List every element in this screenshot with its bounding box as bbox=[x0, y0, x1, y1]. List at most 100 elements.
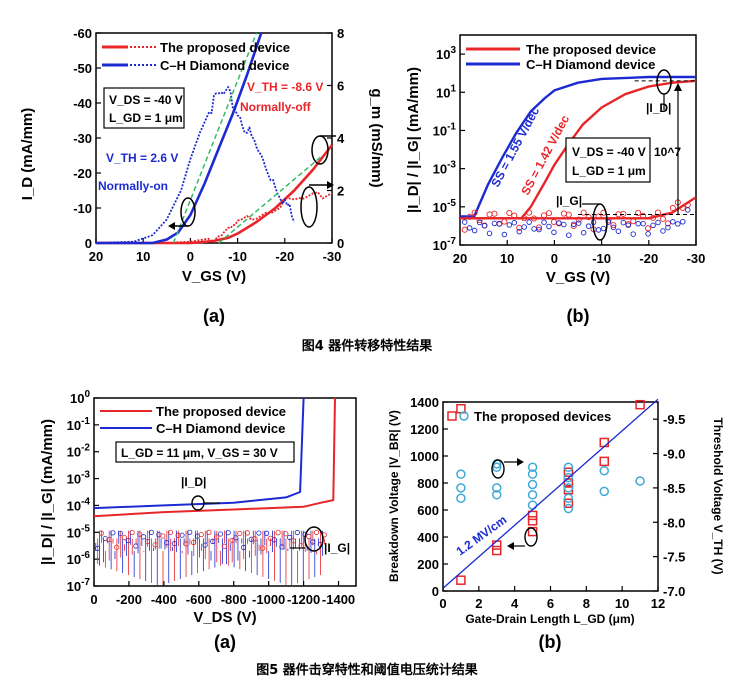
fig4b-ig-blue-point bbox=[630, 231, 636, 237]
fig5b-y-tick-label: 0 bbox=[432, 584, 439, 599]
fig4b-ig-label: |I_G| bbox=[556, 194, 582, 208]
fig5a-ig-marker bbox=[144, 539, 151, 545]
fig4b-ig-blue-point bbox=[655, 219, 661, 226]
fig4b-ig-red-point bbox=[491, 210, 498, 217]
fig4a-series-3 bbox=[95, 86, 296, 244]
fig5b-ellipse-vth bbox=[491, 459, 505, 479]
fig4b-ig-red-point bbox=[649, 214, 657, 221]
fig5a-ig-marker bbox=[129, 529, 135, 536]
fig4a-legend-proposed: The proposed device bbox=[160, 40, 290, 55]
fig5a-ig-marker bbox=[283, 531, 289, 537]
fig5b-vbr-point bbox=[456, 575, 466, 585]
fig4b-y-tick-label: 10-3 bbox=[433, 160, 457, 177]
fig5b-x-tick-label: 4 bbox=[511, 596, 519, 611]
fig4a-vds-label: V_DS = -40 V bbox=[109, 93, 183, 107]
fig5b-xlabel: Gate-Drain Length L_GD (μm) bbox=[465, 612, 634, 626]
fig4b-ig-blue-point bbox=[496, 221, 503, 227]
fig4b-condition-box bbox=[565, 137, 651, 183]
fig5a-y-tick-label: 100 bbox=[70, 389, 90, 406]
fig5b-vbr-point bbox=[492, 545, 502, 556]
fig5b-legend-text: The proposed devices bbox=[474, 409, 611, 424]
fig4a-xlabel: V_GS (V) bbox=[182, 268, 246, 285]
fig4b-ig-blue-point bbox=[684, 207, 691, 213]
fig4b-x-tick-label: 10 bbox=[500, 251, 514, 266]
fig5-caption: 图5 器件击穿特性和阈值电压统计结果 bbox=[256, 662, 478, 678]
fig4b-x-tick-label: -10 bbox=[592, 251, 611, 266]
fig5b-vbr-point bbox=[527, 516, 538, 526]
fig4b-y-tick-label: 10-5 bbox=[433, 198, 457, 215]
fig5b-vth-point bbox=[527, 469, 538, 479]
fig4a-arrowhead-left bbox=[168, 222, 175, 230]
fig4b-ig-blue-point bbox=[605, 219, 612, 225]
fig5b-y2-tick-label: -9.5 bbox=[663, 412, 685, 427]
fig5a-ig-marker bbox=[171, 541, 177, 547]
fig4b-xlabel: V_GS (V) bbox=[546, 269, 610, 286]
fig5b-y2-tick-label: -7.0 bbox=[663, 584, 685, 599]
fig5b-y2-tick-label: -7.5 bbox=[663, 550, 685, 565]
fig5a-ig-marker bbox=[233, 535, 239, 541]
fig4a-y2-tick-label: 6 bbox=[337, 79, 344, 94]
fig4b-ig-blue-point bbox=[566, 232, 572, 238]
fig5a-plot-frame bbox=[93, 397, 357, 587]
fig5a-x-tick-label: 0 bbox=[90, 592, 97, 607]
fig5a-ig-marker bbox=[198, 531, 204, 538]
fig4b-ig-blue-point bbox=[640, 220, 646, 227]
fig4b-panel: 20 10 0 -10 -20 -30 10-7 10-5 10-3 10-1 101 103 The… bbox=[405, 34, 705, 326]
fig4b-ig-blue-point bbox=[610, 224, 617, 231]
fig4b-ig-red-point bbox=[565, 211, 572, 218]
fig5b-y-tick-label: 1400 bbox=[410, 395, 439, 410]
fig4b-ig-blue-point bbox=[615, 228, 622, 234]
fig5a-y-tick-label: 10-1 bbox=[67, 416, 91, 433]
fig5b-y-tick-label: 600 bbox=[417, 503, 439, 518]
fig5a-ig-marker bbox=[229, 537, 235, 543]
fig5a-id-label: |I_D| bbox=[181, 475, 206, 489]
fig4a-series-1 bbox=[96, 191, 333, 244]
fig5a-ig-marker bbox=[114, 544, 120, 550]
fig4b-id-label: |I_D| bbox=[646, 101, 671, 115]
fig4a-y-tick-label: -30 bbox=[73, 131, 92, 146]
fig4b-ig-blue-point bbox=[680, 218, 686, 225]
fig5a-ig-marker bbox=[121, 535, 127, 541]
fig4b-ig-red-point bbox=[610, 222, 617, 229]
fig4b-ig-red-point bbox=[640, 212, 647, 219]
fig4b-ig-blue-point bbox=[546, 223, 552, 230]
fig5a-condition-text: L_GD = 11 μm, V_GS = 30 V bbox=[121, 446, 278, 460]
fig4b-series-0 bbox=[460, 79, 697, 220]
fig5b-legend-square bbox=[447, 411, 457, 421]
fig5b-x-tick-label: 6 bbox=[547, 596, 554, 611]
fig5b-y-tick-label: 1000 bbox=[410, 449, 439, 464]
fig4b-ig-red-point bbox=[679, 204, 686, 212]
fig4b-ig-red-point bbox=[664, 220, 671, 227]
fig5a-ig-marker bbox=[190, 539, 197, 546]
fig4b-ratio-arrow bbox=[674, 83, 682, 91]
fig5a-x-tick-label: -400 bbox=[151, 592, 177, 607]
fig5b-x-tick-label: 2 bbox=[475, 596, 482, 611]
fig4b-ig-blue-point bbox=[580, 229, 587, 236]
fig4a-x-tick-label: 10 bbox=[136, 249, 150, 264]
fig4a-ylabel-right: g_m (mS/mm) bbox=[368, 88, 385, 187]
fig4b-ig-red-point bbox=[531, 215, 538, 222]
fig4a-vth-blue: V_TH = 2.6 V bbox=[106, 151, 178, 165]
fig5b-vth-point bbox=[635, 476, 645, 486]
fig5a-ig-marker bbox=[167, 529, 174, 535]
fig5b-vbr-point bbox=[563, 478, 574, 488]
fig5a-ig-marker bbox=[202, 542, 208, 548]
fig5a-ig-marker bbox=[256, 530, 262, 536]
fig4a-vth-red: V_TH = -8.6 V bbox=[247, 80, 323, 94]
fig4b-ig-blue-point bbox=[595, 227, 602, 233]
fig5b-vth-point bbox=[492, 490, 502, 500]
fig5b-panel-label: (b) bbox=[539, 632, 562, 652]
fig4a-y-tick-label: -10 bbox=[73, 201, 92, 216]
fig5a-ig-marker bbox=[310, 539, 316, 545]
fig4b-x-tick-label: 0 bbox=[551, 251, 558, 266]
fig5b-arrowhead-left bbox=[507, 542, 514, 550]
fig4b-ig-red-point bbox=[471, 209, 478, 216]
fig4b-lgd-label: L_GD = 1 μm bbox=[572, 164, 646, 178]
fig5a-condition-box bbox=[115, 441, 295, 463]
fig5a-ig-marker bbox=[106, 536, 112, 543]
fig5b-y-tick-label: 200 bbox=[417, 557, 439, 572]
fig4b-panel-label: (b) bbox=[567, 306, 590, 326]
fig5b-vth-point bbox=[563, 503, 574, 514]
fig5a-ig-marker bbox=[252, 536, 258, 542]
